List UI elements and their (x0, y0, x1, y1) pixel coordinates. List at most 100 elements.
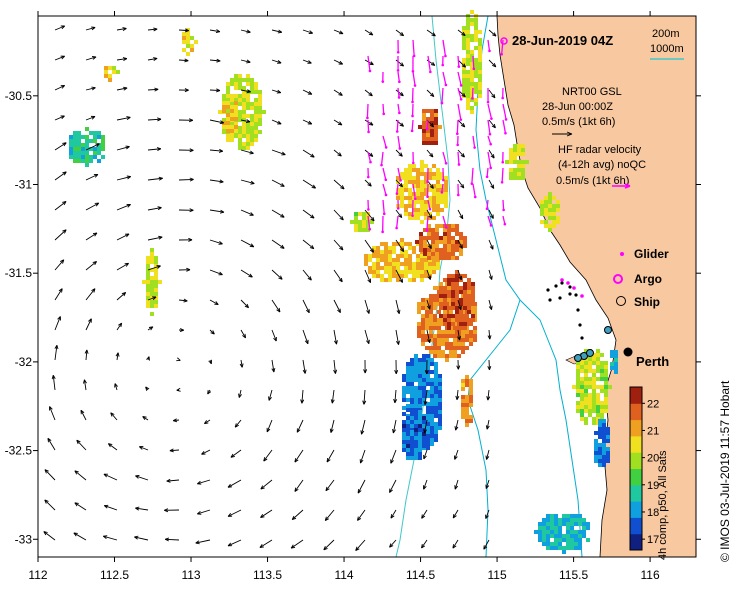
model-vector-head (398, 182, 404, 188)
sst-pixel (414, 354, 418, 358)
sst-pixel (420, 200, 424, 204)
model-vector-head (227, 542, 233, 547)
sst-pixel (425, 314, 429, 318)
sst-pixel (418, 456, 422, 460)
sst-pixel (474, 102, 478, 106)
sst-pixel (254, 114, 258, 118)
model-vector-head (338, 91, 343, 96)
sst-pixel (600, 373, 604, 377)
model-vector (271, 329, 277, 342)
sst-pixel (466, 46, 470, 50)
sst-pixel (509, 172, 513, 176)
model-vector-head (266, 427, 271, 433)
sst-pixel (432, 266, 436, 270)
sst-pixel (443, 232, 447, 236)
sst-pixel (517, 176, 521, 180)
sst-pixel (412, 184, 416, 188)
hf-vector-head (444, 162, 448, 165)
sst-pixel (467, 290, 471, 294)
sst-pixel (546, 518, 550, 522)
sst-pixel (517, 172, 521, 176)
model-vector (333, 299, 341, 313)
sst-pixel (462, 74, 466, 78)
sst-pixel (408, 172, 412, 176)
sst-pixel (414, 424, 418, 428)
model-vector (488, 149, 495, 159)
model-vector-head (455, 395, 460, 400)
model-vector (363, 389, 366, 405)
sst-pixel (238, 142, 242, 146)
sst-pixel (552, 220, 556, 224)
sst-pixel (234, 86, 238, 90)
model-vector (488, 299, 492, 310)
model-vector (355, 539, 366, 551)
model-vector-head (276, 307, 281, 313)
model-vector (209, 179, 224, 183)
sst-pixel (550, 542, 554, 546)
sst-pixel (410, 382, 414, 386)
model-vector-head (389, 488, 393, 493)
sst-pixel (580, 389, 584, 393)
model-vector-head (216, 58, 221, 63)
sst-pixel (513, 144, 517, 148)
glider-dot (568, 285, 572, 289)
sst-pixel (412, 246, 416, 250)
sst-pixel (402, 398, 406, 402)
sst-pixel (598, 423, 602, 427)
model-vector-head (399, 278, 403, 283)
sst-pixel (73, 139, 77, 143)
sst-pixel (470, 90, 474, 94)
sst-pixel (451, 306, 455, 310)
sst-pixel (222, 101, 226, 105)
sst-pixel (430, 133, 434, 137)
sst-pixel (422, 432, 426, 436)
model-vector-head (246, 59, 251, 64)
model-vector (147, 28, 158, 31)
sst-pixel (469, 391, 473, 395)
sst-pixel (443, 302, 447, 306)
model-vector (302, 59, 312, 64)
model-vector (266, 419, 273, 433)
sst-pixel (459, 236, 463, 240)
sst-pixel (434, 406, 438, 410)
sst-pixel (85, 147, 89, 151)
model-vector (54, 345, 58, 361)
model-vector (302, 179, 316, 189)
sst-pixel (606, 435, 610, 439)
model-vector (147, 177, 163, 181)
model-vector-head (460, 123, 466, 128)
model-vector-head (423, 400, 428, 406)
sst-pixel (548, 204, 552, 208)
sst-pixel (548, 208, 552, 212)
model-vector-head (122, 27, 127, 31)
sst-pixel (439, 224, 443, 228)
sst-pixel (230, 109, 234, 113)
sst-pixel (467, 318, 471, 322)
sst-pixel (424, 208, 428, 212)
sst-pixel (226, 82, 230, 86)
sst-pixel (614, 358, 618, 362)
sst-pixel (426, 358, 430, 362)
sst-pixel (154, 256, 158, 260)
hf-vector-head (368, 227, 372, 231)
sst-pixel (441, 334, 445, 338)
sst-pixel (580, 397, 584, 401)
sst-pixel (431, 248, 435, 252)
nrt-scale: 0.5m/s (1kt 6h) (542, 116, 615, 128)
model-vector (364, 29, 374, 36)
model-vector (302, 329, 309, 344)
sst-pixel (596, 349, 600, 353)
sst-pixel (576, 365, 580, 369)
sst-pixel (434, 370, 438, 374)
sst-pixel (606, 451, 610, 455)
sst-pixel (89, 155, 93, 159)
sst-pixel (474, 46, 478, 50)
sst-pixel (408, 266, 412, 270)
sst-pixel (108, 78, 112, 82)
hf-vector (366, 103, 369, 118)
sst-pixel (434, 374, 438, 378)
model-vector-head (355, 546, 360, 551)
model-vector-head (340, 185, 345, 190)
sst-pixel (420, 212, 424, 216)
sst-pixel (384, 262, 388, 266)
